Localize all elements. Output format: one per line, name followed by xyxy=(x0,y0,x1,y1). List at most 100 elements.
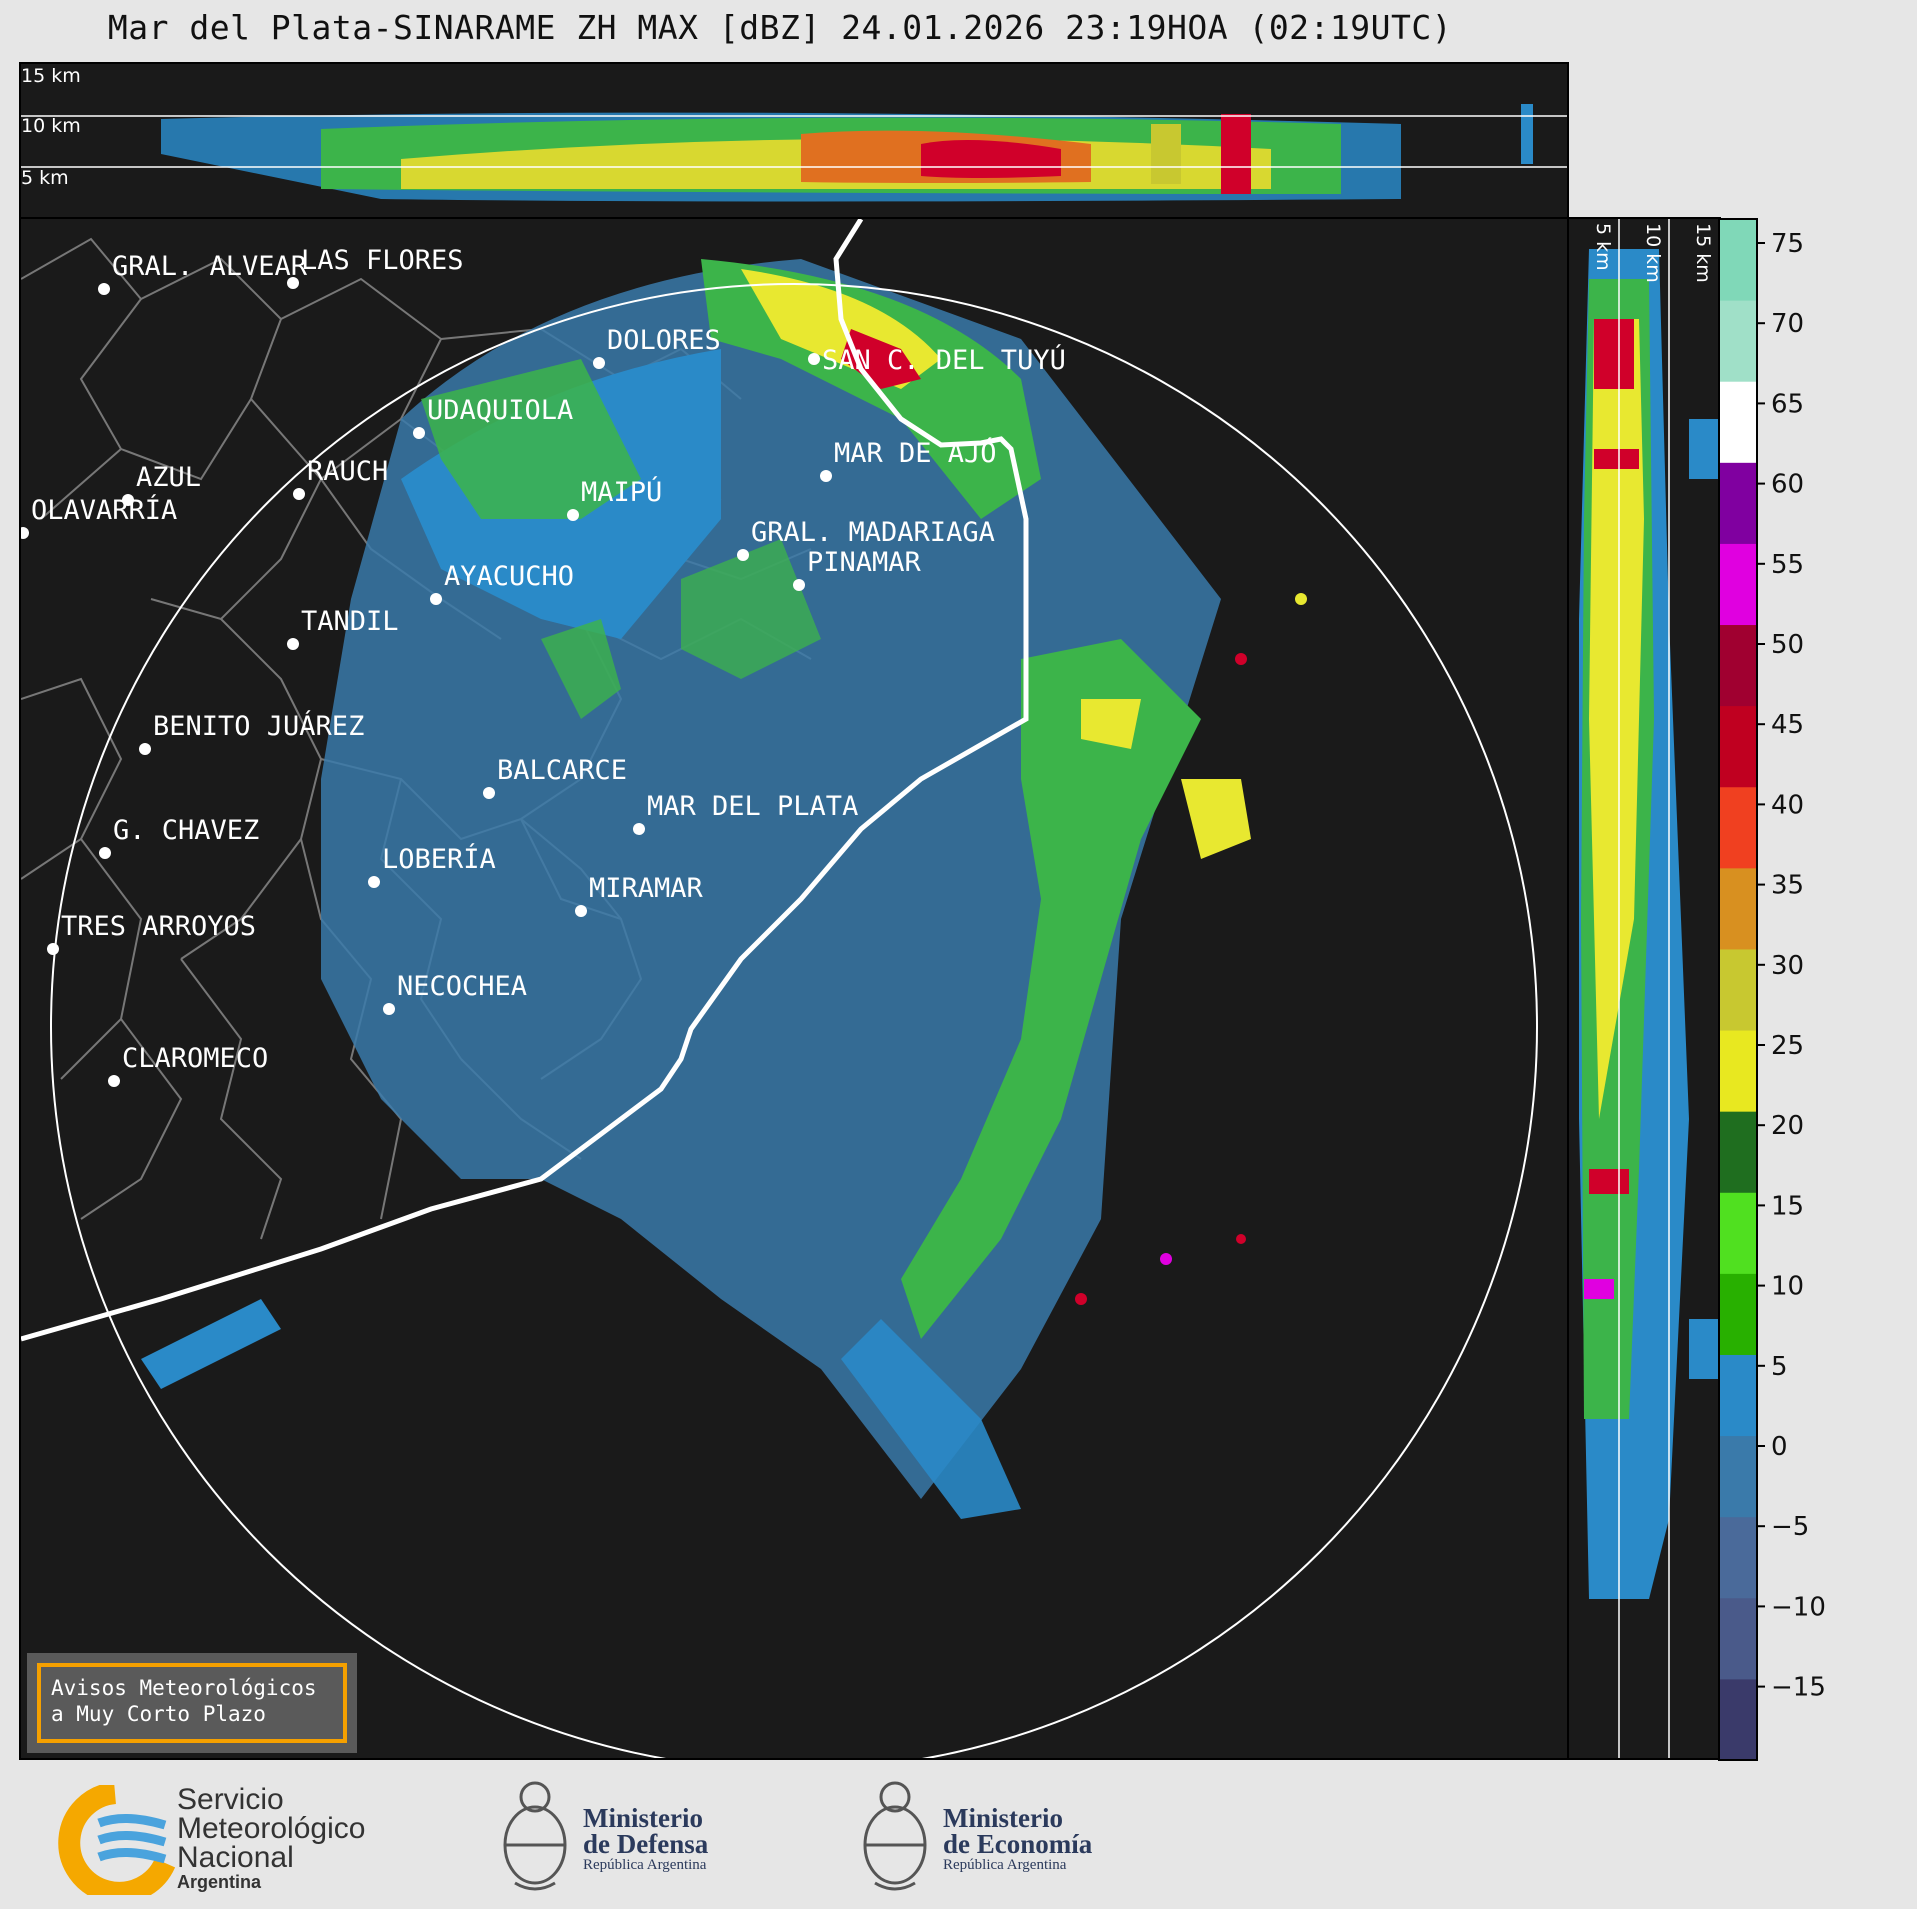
colorbar-tick-label: 25 xyxy=(1771,1031,1804,1061)
smn-line3: Nacional xyxy=(177,1841,294,1874)
colorbar-tick-label: −15 xyxy=(1771,1673,1826,1703)
city-marker-icon xyxy=(430,593,442,605)
defensa-line2: de Defensa xyxy=(583,1829,709,1859)
city-label: UDAQUIOLA xyxy=(427,395,573,426)
colorbar-block xyxy=(1719,1597,1757,1680)
city-label: GRAL. MADARIAGA xyxy=(751,517,995,548)
colorbar-block xyxy=(1719,543,1757,626)
city-label: RAUCH xyxy=(307,456,388,487)
city-label: MAR DE AJÓ xyxy=(834,437,997,469)
colorbar: 75 70 65 60 55 50 45 40 35 30 25 20 15 10 5 0 −5 −10 −15 xyxy=(1717,217,1917,1762)
economia-sub: República Argentina xyxy=(943,1857,1067,1873)
city-marker-icon xyxy=(287,277,299,289)
colorbar-tick-label: 65 xyxy=(1771,389,1804,419)
avisos-box[interactable]: Avisos Meteorológicos a Muy Corto Plazo xyxy=(27,1653,357,1753)
colorbar-tick-label: 20 xyxy=(1771,1111,1804,1141)
colorbar-block xyxy=(1719,1678,1757,1761)
city-marker-icon xyxy=(98,283,110,295)
map-title: Mar del Plata-SINARAME ZH MAX [dBZ] 24.0… xyxy=(107,8,1453,47)
colorbar-tick-label: 5 xyxy=(1771,1352,1788,1382)
smn-logo-icon xyxy=(58,1785,175,1895)
colorbar-blocks xyxy=(1719,219,1757,1761)
city-label: SAN C. DEL TUYÚ xyxy=(822,344,1066,376)
economia-shield-icon xyxy=(863,1781,927,1891)
colorbar-block xyxy=(1719,1516,1757,1599)
side-echo-band xyxy=(1579,249,1719,1599)
avisos-inner: Avisos Meteorológicos a Muy Corto Plazo xyxy=(37,1663,347,1743)
side-10km-label: 10 km xyxy=(1642,223,1664,283)
city-marker-icon xyxy=(122,494,134,506)
colorbar-block xyxy=(1719,219,1757,301)
colorbar-block xyxy=(1719,948,1757,1031)
city-label: MIRAMAR xyxy=(589,873,704,904)
city-label: MAIPÚ xyxy=(581,476,662,508)
city-marker-icon xyxy=(413,427,425,439)
defensa-logo: Ministerio de Defensa República Argentin… xyxy=(495,1775,755,1900)
colorbar-tick-label: 15 xyxy=(1771,1191,1804,1221)
city-label: TRES ARROYOS xyxy=(61,911,256,942)
city-marker-icon xyxy=(293,488,305,500)
colorbar-block xyxy=(1719,1273,1757,1355)
top-profile-svg: 15 km 10 km 5 km xyxy=(21,65,1567,202)
city-label: LAS FLORES xyxy=(301,245,464,276)
city-label: BENITO JUÁREZ xyxy=(153,710,364,742)
city-label: LOBERÍA xyxy=(382,843,496,875)
city-marker-icon xyxy=(368,876,380,888)
city-label: MAR DEL PLATA xyxy=(647,791,858,822)
city-marker-icon xyxy=(633,823,645,835)
colorbar-block xyxy=(1719,381,1757,463)
defensa-shield-icon xyxy=(503,1781,567,1891)
city-label: CLAROMECO xyxy=(122,1043,268,1074)
colorbar-block xyxy=(1719,1435,1757,1518)
city-label: BALCARCE xyxy=(497,755,627,786)
top-echo-band xyxy=(161,104,1533,202)
city-marker-icon xyxy=(575,905,587,917)
side-height-profile: 5 km 10 km 15 km xyxy=(1567,217,1721,1760)
defensa-line1: Ministerio xyxy=(583,1803,703,1833)
avisos-line1: Avisos Meteorológicos xyxy=(51,1676,317,1700)
smn-line1: Servicio xyxy=(177,1783,284,1816)
colorbar-block xyxy=(1719,1111,1757,1193)
colorbar-block xyxy=(1719,300,1757,382)
colorbar-tick-label: −10 xyxy=(1771,1592,1826,1622)
radar-map-panel: GRAL. ALVEAR LAS FLORES DOLORES SAN C. DEL … xyxy=(19,217,1569,1760)
city-marker-icon xyxy=(567,509,579,521)
colorbar-block xyxy=(1719,462,1757,544)
colorbar-tick-label: 75 xyxy=(1771,229,1804,259)
colorbar-tick-label: 35 xyxy=(1771,871,1804,901)
city-label: AYACUCHO xyxy=(444,561,574,592)
city-marker-icon xyxy=(287,638,299,650)
city-marker-icon xyxy=(139,743,151,755)
side-profile-svg: 5 km 10 km 15 km xyxy=(1579,219,1719,1758)
city-label: DOLORES xyxy=(607,325,721,356)
colorbar-block xyxy=(1719,624,1757,707)
city-marker-icon xyxy=(820,470,832,482)
colorbar-block xyxy=(1719,705,1757,788)
economia-line1: Ministerio xyxy=(943,1803,1063,1833)
colorbar-tick-label: 0 xyxy=(1771,1432,1788,1462)
city-label: NECOCHEA xyxy=(397,971,527,1002)
colorbar-tick-label: 30 xyxy=(1771,951,1804,981)
city-marker-icon xyxy=(793,579,805,591)
economia-logo: Ministerio de Economía República Argenti… xyxy=(855,1775,1145,1900)
economia-line2: de Economía xyxy=(943,1829,1093,1859)
radar-echoes xyxy=(141,259,1307,1519)
defensa-sub: República Argentina xyxy=(583,1857,707,1873)
colorbar-block xyxy=(1719,786,1757,869)
city-label: TANDIL xyxy=(301,606,399,637)
city-marker-icon xyxy=(21,527,29,539)
smn-sub: Argentina xyxy=(177,1872,262,1892)
city-label: AZUL xyxy=(136,462,201,493)
colorbar-block xyxy=(1719,867,1757,950)
colorbar-tick-label: 60 xyxy=(1771,470,1804,500)
range-ring xyxy=(50,283,1538,1758)
city-marker-icon xyxy=(383,1003,395,1015)
side-5km-label: 5 km xyxy=(1592,223,1614,271)
city-marker-icon xyxy=(99,847,111,859)
colorbar-block xyxy=(1719,1192,1757,1274)
city-label: OLAVARRÍA xyxy=(31,494,177,526)
colorbar-tick-label: 10 xyxy=(1771,1272,1804,1302)
